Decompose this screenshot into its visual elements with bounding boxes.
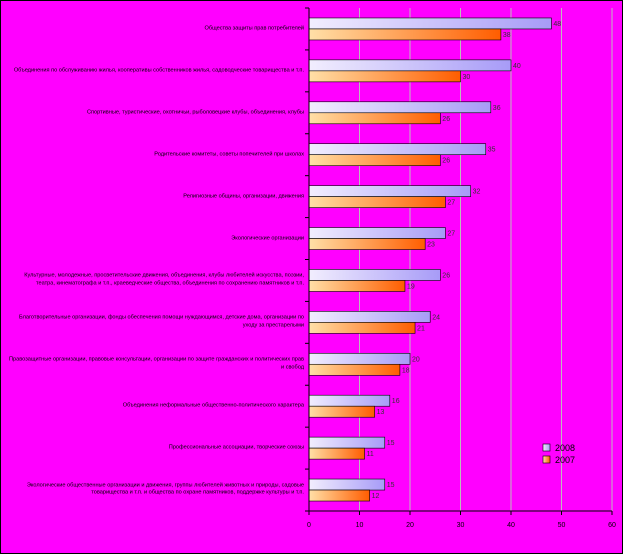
bar-2007 [308, 489, 370, 502]
bar-2007 [308, 322, 416, 334]
data-label-2007: 19 [407, 283, 415, 290]
bar-2008 [308, 17, 552, 30]
bar-2007 [308, 70, 461, 83]
x-tick-label: 0 [307, 522, 311, 529]
bar-2008 [308, 59, 512, 72]
bar-2008 [308, 478, 386, 491]
x-tick-label: 40 [507, 522, 515, 529]
legend-swatch-2007 [542, 455, 551, 464]
bar-2007 [308, 238, 426, 250]
category-label: Экологические общественные организации и… [26, 482, 304, 497]
data-label-2008: 24 [432, 314, 440, 321]
category-label: Правозащитные организации, правовые конс… [9, 356, 304, 371]
category-label: Объединения по обслуживанию жилья, коопе… [13, 67, 304, 74]
bar-2008 [308, 227, 446, 239]
data-label-2007: 26 [442, 158, 450, 165]
category-label: Культурные, молодежные, просветительские… [24, 273, 304, 287]
bar-2008 [308, 101, 492, 114]
category-label: Объединения неформальные общественно-пол… [122, 402, 304, 409]
bar-2007 [308, 112, 441, 125]
data-label-2007: 21 [417, 325, 425, 332]
bar-2007 [308, 363, 401, 376]
data-label-2008: 32 [473, 189, 481, 196]
bar-2007 [308, 447, 365, 460]
bar-2008 [308, 311, 431, 323]
bar-2007 [308, 405, 375, 418]
bar-2007 [308, 28, 502, 41]
bar-2008 [308, 436, 386, 449]
bar-2008 [308, 269, 441, 281]
data-label-2007: 38 [503, 32, 511, 39]
data-label-2007: 12 [372, 493, 380, 500]
data-label-2007: 30 [463, 74, 471, 81]
category-label: Родительские комитеты, советы попечителе… [154, 151, 304, 157]
data-label-2007: 13 [377, 409, 385, 416]
bar-2007 [308, 196, 446, 208]
x-tick-label: 20 [406, 522, 414, 529]
legend-swatch-2008 [542, 443, 551, 452]
bar-2008 [308, 352, 411, 365]
legend-label-2007: 2007 [555, 455, 575, 465]
category-label: Благотворительные организации, фонды обе… [19, 314, 304, 329]
data-label-2007: 11 [367, 451, 374, 458]
data-label-2007: 26 [442, 116, 450, 123]
legend-label-2008: 2008 [555, 443, 575, 453]
bar-2008 [308, 143, 487, 156]
category-label: Спортивные, туристические, охотничьи, ры… [86, 109, 304, 116]
data-label-2008: 36 [493, 105, 501, 112]
x-tick-label: 60 [608, 522, 616, 529]
x-tick-label: 50 [558, 522, 566, 529]
bar-2007 [308, 280, 406, 292]
data-label-2007: 23 [427, 242, 435, 249]
data-label-2007: 27 [447, 200, 455, 207]
category-label: Общества защиты прав потребителей [204, 25, 304, 32]
data-label-2008: 20 [412, 356, 420, 363]
data-label-2008: 27 [447, 231, 455, 238]
data-label-2007: 18 [402, 367, 410, 374]
bar-2008 [308, 185, 471, 197]
data-label-2008: 26 [442, 272, 450, 279]
x-tick-label: 30 [457, 522, 465, 529]
data-label-2008: 15 [387, 482, 395, 489]
data-label-2008: 48 [553, 21, 561, 28]
data-label-2008: 16 [392, 398, 400, 405]
data-label-2008: 40 [513, 63, 521, 70]
category-label: Экологические организации [231, 234, 304, 241]
x-tick-label: 10 [356, 522, 364, 529]
bar-2007 [308, 154, 441, 167]
bar-2008 [308, 394, 391, 407]
category-label: Профессиональные ассоциации, творческие … [168, 444, 304, 451]
data-label-2008: 35 [488, 147, 496, 154]
category-label: Религиозные общины, организации, движени… [183, 192, 304, 199]
data-label-2008: 15 [387, 440, 395, 447]
